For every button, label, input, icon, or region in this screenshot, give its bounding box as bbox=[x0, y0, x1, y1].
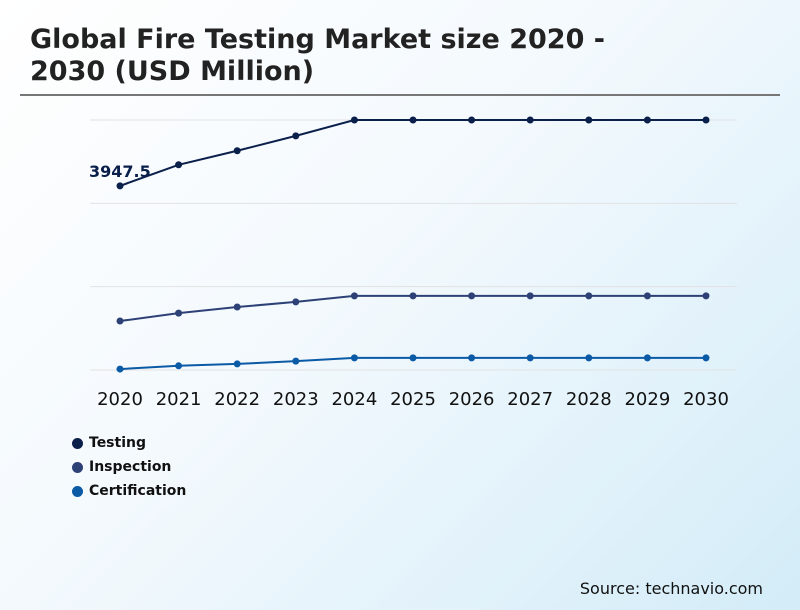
data-point bbox=[116, 365, 124, 373]
data-point bbox=[292, 298, 300, 306]
x-tick-label: 2026 bbox=[449, 389, 495, 410]
data-point bbox=[526, 292, 534, 300]
data-point bbox=[643, 354, 651, 362]
x-tick-label: 2020 bbox=[97, 389, 143, 410]
data-point bbox=[409, 292, 417, 300]
data-point bbox=[643, 292, 651, 300]
data-point bbox=[468, 354, 476, 362]
data-point bbox=[116, 182, 124, 190]
data-point bbox=[585, 116, 593, 124]
data-point bbox=[292, 132, 300, 140]
series-line-inspection bbox=[119, 294, 706, 323]
data-point bbox=[702, 354, 710, 362]
data-point bbox=[526, 116, 534, 124]
data-point bbox=[175, 161, 183, 169]
x-tick-label: 2021 bbox=[156, 389, 202, 410]
x-tick-label: 2022 bbox=[214, 389, 260, 410]
data-point bbox=[350, 292, 358, 300]
data-point bbox=[468, 292, 476, 300]
chart-title: Global Fire Testing Market size 2020 - 2… bbox=[30, 24, 605, 87]
legend-item: Certification bbox=[72, 483, 186, 499]
data-point bbox=[702, 292, 710, 300]
x-tick-label: 2029 bbox=[624, 389, 670, 410]
data-point bbox=[350, 354, 358, 362]
data-point bbox=[175, 362, 183, 370]
x-tick-label: 2024 bbox=[331, 389, 377, 410]
x-tick-label: 2030 bbox=[683, 389, 729, 410]
data-point bbox=[585, 354, 593, 362]
data-point bbox=[116, 317, 124, 325]
data-point bbox=[585, 292, 593, 300]
data-point bbox=[409, 354, 417, 362]
legend-label: Testing bbox=[89, 435, 146, 451]
x-tick-label: 2023 bbox=[273, 389, 319, 410]
legend-label: Certification bbox=[89, 483, 187, 499]
data-point bbox=[233, 303, 241, 311]
data-point bbox=[175, 309, 183, 317]
legend-dot-icon bbox=[72, 485, 83, 497]
x-tick-label: 2025 bbox=[390, 389, 436, 410]
data-point bbox=[350, 116, 358, 124]
data-point bbox=[233, 360, 241, 368]
legend-dot-icon bbox=[72, 461, 83, 473]
legend-dot-icon bbox=[72, 437, 83, 449]
legend-item: Testing bbox=[72, 435, 146, 451]
source-note: Source: technavio.com bbox=[579, 579, 763, 598]
x-tick-label: 2027 bbox=[507, 389, 553, 410]
data-point bbox=[702, 116, 710, 124]
x-tick-label: 2028 bbox=[566, 389, 612, 410]
data-point bbox=[233, 147, 241, 155]
data-point bbox=[526, 354, 534, 362]
data-point bbox=[292, 357, 300, 365]
legend-label: Inspection bbox=[89, 459, 172, 475]
data-point bbox=[468, 116, 476, 124]
title-divider bbox=[20, 94, 780, 96]
legend-item: Inspection bbox=[72, 459, 171, 475]
data-label: 3947.5 bbox=[89, 162, 151, 181]
data-point bbox=[409, 116, 417, 124]
data-point bbox=[643, 116, 651, 124]
series-line-testing bbox=[119, 119, 706, 187]
